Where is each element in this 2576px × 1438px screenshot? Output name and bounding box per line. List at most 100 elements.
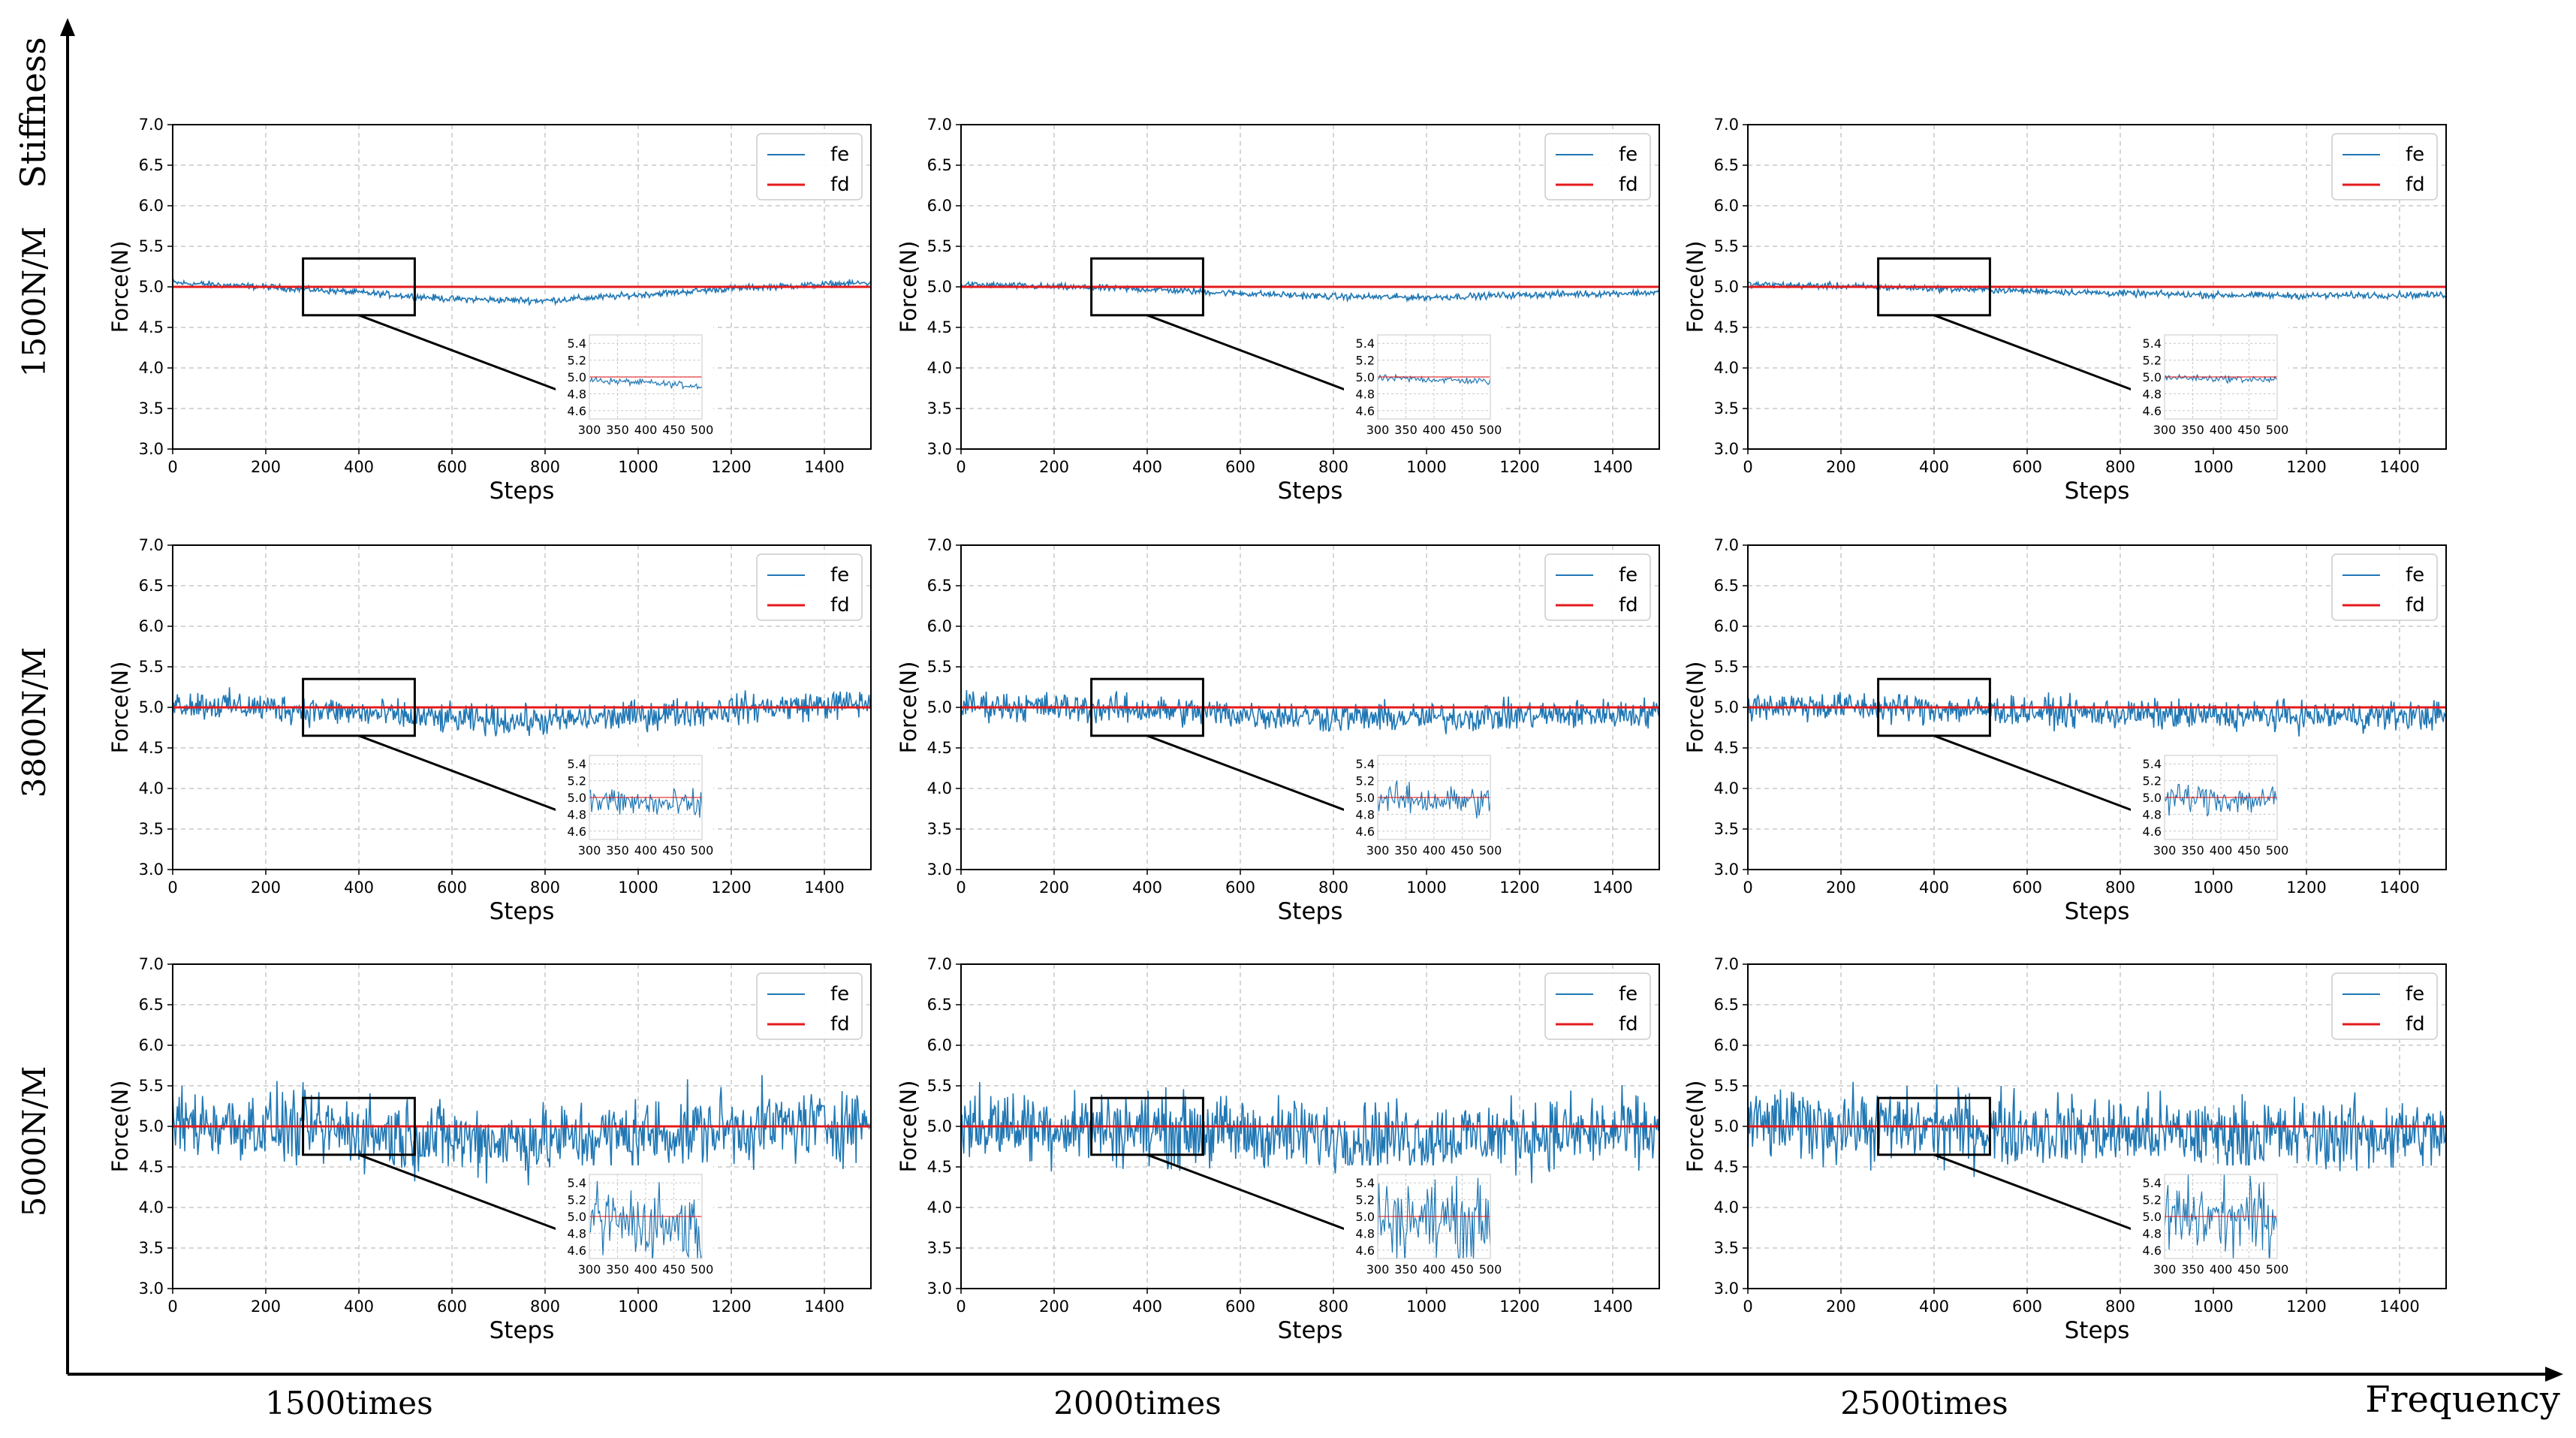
y-tick-label: 3.5 <box>927 820 952 838</box>
x-tick-label: 200 <box>1039 458 1069 476</box>
inset-y-tick-label: 4.6 <box>568 825 586 839</box>
x-tick-label: 1200 <box>2286 879 2326 897</box>
x-tick-label: 0 <box>167 1298 177 1316</box>
y-tick-label: 3.0 <box>139 861 164 879</box>
inset-x-tick-label: 400 <box>1423 843 1446 858</box>
x-tick-label: 600 <box>437 458 467 476</box>
x-tick-label: 600 <box>437 879 467 897</box>
inset-y-tick-label: 5.2 <box>2143 354 2162 368</box>
y-tick-label: 6.0 <box>1714 617 1739 635</box>
inset-x-tick-label: 500 <box>1479 843 1502 858</box>
inset-y-tick-label: 5.2 <box>2143 774 2162 788</box>
y-tick-label: 3.5 <box>139 820 164 838</box>
x-tick-label: 200 <box>1826 458 1856 476</box>
x-tick-label: 1400 <box>2379 1298 2419 1316</box>
y-tick-label: 5.0 <box>139 1117 164 1135</box>
inset-y-tick-label: 5.0 <box>1356 791 1375 805</box>
legend-label-fd: fd <box>830 1013 850 1036</box>
inset-x-tick-label: 500 <box>691 1262 714 1277</box>
y-tick-label: 6.5 <box>139 577 164 595</box>
y-tick-label: 4.5 <box>139 318 164 336</box>
y-tick-label: 5.5 <box>139 1077 164 1095</box>
x-tick-label: 600 <box>2012 458 2042 476</box>
y-tick-label: 5.5 <box>1714 1077 1739 1095</box>
x-tick-label: 0 <box>956 458 966 476</box>
y-tick-label: 5.5 <box>139 658 164 676</box>
legend-label-fe: fe <box>830 564 849 586</box>
inset-fe-series-line <box>1378 1175 1490 1259</box>
zoom-region-box <box>1877 1096 1991 1156</box>
y-axis-label: Force(N) <box>896 241 921 333</box>
x-tick-label: 800 <box>2105 458 2135 476</box>
zoom-connector-line <box>358 734 562 813</box>
zoom-inset: 300 350 400 450 500 4.6 4.8 5.0 5.2 5.4 <box>556 326 713 446</box>
y-axis-label: Force(N) <box>107 1081 133 1173</box>
x-tick-label: 1400 <box>1592 879 1632 897</box>
x-tick-label: 200 <box>1826 1298 1856 1316</box>
inset-frame <box>2164 1174 2278 1259</box>
fe-series-line <box>173 1075 871 1186</box>
inset-fe-series-line <box>1378 780 1490 818</box>
x-tick-label: 800 <box>1318 879 1348 897</box>
inset-y-tick-label: 4.8 <box>568 387 586 401</box>
x-tick-label: 1400 <box>804 458 844 476</box>
x-tick-label: 0 <box>1743 458 1752 476</box>
y-tick-label: 4.5 <box>927 318 952 336</box>
x-tick-label: 1000 <box>1406 1298 1446 1316</box>
x-tick-label: 800 <box>2105 1298 2135 1316</box>
fe-series-line <box>961 1081 1659 1183</box>
x-tick-label: 600 <box>2012 879 2042 897</box>
inset-y-tick-label: 4.6 <box>568 1244 586 1258</box>
y-tick-label: 4.0 <box>1714 1198 1739 1216</box>
legend-label-fe: fe <box>2406 564 2424 586</box>
inset-x-tick-label: 350 <box>2181 843 2204 858</box>
y-tick-label: 7.0 <box>1714 116 1739 134</box>
inset-y-tick-label: 4.8 <box>568 807 586 821</box>
y-tick-label: 6.0 <box>1714 197 1739 215</box>
zoom-connector-line <box>358 1153 562 1232</box>
inset-y-tick-label: 5.0 <box>2143 370 2162 384</box>
x-tick-label: 200 <box>1826 879 1856 897</box>
y-tick-label: 6.0 <box>927 197 952 215</box>
y-tick-label: 6.0 <box>139 617 164 635</box>
legend-box <box>756 133 863 200</box>
inset-x-tick-label: 300 <box>578 423 601 437</box>
x-tick-label: 800 <box>1318 458 1348 476</box>
legend-label-fd: fd <box>2406 173 2425 196</box>
inset-frame <box>2164 755 2278 840</box>
x-tick-label: 600 <box>2012 1298 2042 1316</box>
inset-x-tick-label: 350 <box>2181 1262 2204 1277</box>
inset-x-tick-label: 350 <box>606 843 629 858</box>
legend-box <box>1544 553 1651 621</box>
zoom-inset-background <box>1344 1165 1502 1286</box>
inset-y-tick-label: 5.2 <box>568 774 586 788</box>
inset-fe-series-line <box>589 1180 702 1259</box>
zoom-inset: 300 350 400 450 500 4.6 4.8 5.0 5.2 5.4 <box>2131 326 2288 446</box>
inset-frame <box>589 1174 703 1259</box>
x-tick-label: 1400 <box>2379 879 2419 897</box>
y-tick-label: 4.5 <box>139 739 164 757</box>
fe-series-line <box>173 687 871 737</box>
legend-label-fe: fe <box>2406 983 2424 1005</box>
inset-x-tick-label: 400 <box>1423 423 1446 437</box>
y-tick-label: 4.5 <box>1714 739 1739 757</box>
inset-y-tick-label: 4.8 <box>568 1226 586 1241</box>
inset-y-tick-label: 4.6 <box>2143 825 2162 839</box>
zoom-inset: 300 350 400 450 500 4.6 4.8 5.0 5.2 5.4 <box>2131 1165 2288 1286</box>
y-tick-label: 3.5 <box>1714 399 1739 418</box>
fe-series-line <box>1748 279 2446 301</box>
x-axis-label: Steps <box>490 478 555 505</box>
panel-r2-c3: 0 200 400 600 800 1000 1200 1400 3.0 3.5 4.0 4.5 5.0… <box>1683 536 2447 925</box>
y-tick-label: 5.0 <box>927 278 952 296</box>
inset-x-tick-label: 400 <box>2210 1262 2233 1277</box>
x-tick-label: 200 <box>1039 879 1069 897</box>
y-tick-label: 6.0 <box>139 197 164 215</box>
x-tick-label: 1000 <box>618 458 658 476</box>
inset-y-tick-label: 4.6 <box>1356 825 1375 839</box>
y-axis-label: Force(N) <box>896 662 921 754</box>
inset-y-tick-label: 5.4 <box>1356 757 1375 771</box>
inset-x-tick-label: 500 <box>691 423 714 437</box>
x-tick-label: 1400 <box>1592 458 1632 476</box>
inset-x-tick-label: 450 <box>662 1262 685 1277</box>
y-tick-label: 6.5 <box>1714 577 1739 595</box>
